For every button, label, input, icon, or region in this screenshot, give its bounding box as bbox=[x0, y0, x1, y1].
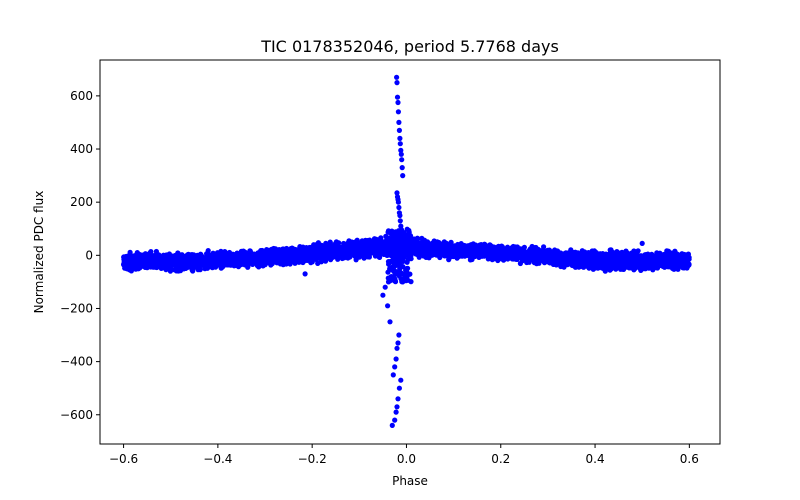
data-point bbox=[256, 252, 263, 258]
data-point bbox=[438, 241, 444, 247]
data-point bbox=[364, 248, 370, 254]
data-point bbox=[524, 258, 530, 264]
data-point bbox=[364, 253, 370, 259]
data-point bbox=[620, 255, 627, 261]
data-point bbox=[345, 255, 351, 261]
data-point bbox=[531, 258, 537, 264]
data-point bbox=[459, 245, 466, 251]
data-point bbox=[477, 252, 483, 258]
data-point bbox=[205, 248, 211, 254]
data-point bbox=[636, 265, 642, 271]
data-point bbox=[129, 253, 135, 259]
data-point bbox=[469, 256, 475, 263]
data-point bbox=[436, 252, 442, 258]
data-point bbox=[482, 242, 488, 248]
data-point bbox=[606, 265, 612, 271]
data-point bbox=[558, 263, 564, 270]
data-point bbox=[581, 256, 587, 262]
data-point bbox=[619, 266, 626, 272]
data-point bbox=[645, 251, 651, 257]
data-point bbox=[238, 248, 244, 254]
data-point bbox=[664, 248, 670, 254]
data-point bbox=[322, 258, 329, 264]
data-point bbox=[190, 268, 196, 274]
data-point bbox=[129, 258, 135, 265]
data-point bbox=[420, 246, 426, 252]
data-point bbox=[632, 266, 638, 272]
data-point bbox=[517, 246, 524, 252]
data-point bbox=[595, 263, 601, 269]
data-point bbox=[466, 253, 472, 259]
chart-title: TIC 0178352046, period 5.7768 days bbox=[260, 37, 559, 56]
data-point bbox=[160, 254, 166, 260]
data-point bbox=[612, 263, 618, 269]
data-point bbox=[134, 257, 140, 263]
data-point bbox=[572, 261, 578, 268]
data-point bbox=[318, 242, 324, 248]
data-point bbox=[452, 253, 458, 259]
data-point bbox=[353, 257, 359, 263]
data-point bbox=[509, 255, 515, 261]
data-point bbox=[577, 256, 583, 262]
data-point bbox=[442, 252, 448, 258]
data-point bbox=[176, 252, 182, 258]
data-point bbox=[593, 250, 599, 256]
data-point bbox=[294, 248, 300, 254]
data-point bbox=[517, 260, 524, 267]
data-point bbox=[153, 248, 159, 255]
data-point bbox=[156, 262, 162, 268]
data-point bbox=[270, 254, 276, 260]
data-point bbox=[367, 237, 373, 243]
data-point bbox=[418, 241, 424, 247]
data-point bbox=[357, 242, 363, 248]
data-point bbox=[147, 250, 153, 256]
data-point bbox=[254, 263, 260, 269]
data-point bbox=[279, 250, 285, 257]
data-point bbox=[471, 245, 477, 251]
data-point bbox=[150, 262, 156, 268]
data-point bbox=[514, 256, 520, 262]
data-point bbox=[563, 261, 569, 267]
data-point bbox=[428, 248, 434, 254]
data-point bbox=[501, 257, 507, 263]
data-point bbox=[328, 257, 334, 263]
data-point bbox=[615, 251, 621, 257]
data-points bbox=[121, 74, 692, 428]
data-point bbox=[184, 263, 191, 269]
data-point bbox=[541, 244, 547, 250]
data-point bbox=[235, 264, 242, 270]
data-point bbox=[513, 251, 520, 257]
data-point bbox=[333, 239, 339, 245]
data-point bbox=[421, 237, 428, 243]
data-point bbox=[438, 247, 444, 253]
data-point bbox=[321, 254, 328, 260]
data-point bbox=[224, 251, 230, 257]
data-point bbox=[681, 251, 688, 258]
data-point bbox=[282, 246, 288, 253]
data-point bbox=[173, 268, 179, 274]
data-point bbox=[499, 244, 505, 250]
data-point bbox=[134, 261, 141, 268]
data-point bbox=[197, 261, 203, 267]
data-point bbox=[616, 262, 622, 268]
data-point bbox=[579, 248, 585, 254]
data-point bbox=[129, 265, 135, 271]
data-point bbox=[218, 248, 224, 254]
data-point bbox=[282, 256, 288, 262]
